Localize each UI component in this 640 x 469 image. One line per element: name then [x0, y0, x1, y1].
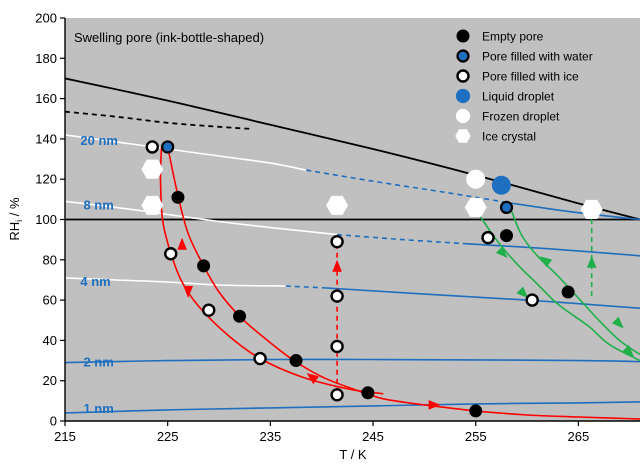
x-tick-label: 245: [362, 429, 384, 444]
y-axis-label-main: RH: [7, 222, 22, 241]
legend-label: Ice crystal: [482, 130, 536, 144]
x-tick-label: 225: [157, 429, 179, 444]
legend-marker-empty: [457, 30, 470, 43]
x-tick-label: 235: [260, 429, 282, 444]
legend-marker-ice: [458, 71, 469, 82]
pore-label: 1 nm: [83, 401, 113, 416]
pore-label: 8 nm: [83, 197, 113, 212]
point-empty-3: [290, 354, 303, 367]
point-ice-9: [527, 295, 538, 306]
legend-marker-water: [458, 51, 469, 62]
point-ice-4: [332, 236, 343, 247]
legend-label: Liquid droplet: [482, 90, 555, 104]
y-tick-label: 20: [43, 373, 57, 388]
pore-label: 4 nm: [80, 274, 110, 289]
point-ice-7: [332, 389, 343, 400]
point-empty-8: [562, 286, 575, 299]
point-ice-5: [332, 291, 343, 302]
point-empty-2: [233, 310, 246, 323]
x-tick-label: 265: [568, 429, 590, 444]
point-water-0: [162, 141, 173, 152]
x-tick-label: 255: [465, 429, 487, 444]
y-tick-label: 140: [35, 131, 57, 146]
y-axis-label-unit: / %: [7, 197, 22, 220]
point-empty-4: [361, 386, 374, 399]
y-tick-label: 40: [43, 333, 57, 348]
chart-title: Swelling pore (ink-bottle-shaped): [74, 30, 264, 45]
y-tick-label: 200: [35, 11, 57, 26]
point-liquid-0: [492, 176, 511, 195]
legend-marker-liquid: [456, 89, 470, 103]
x-tick-label: 215: [54, 429, 76, 444]
point-ice-3: [255, 353, 266, 364]
x-axis-label: T / K: [339, 447, 367, 462]
y-tick-label: 0: [50, 414, 57, 429]
pore-label: 2 nm: [83, 355, 113, 370]
legend-label: Pore filled with water: [482, 50, 593, 64]
legend-marker-frozen: [456, 109, 470, 123]
legend-label: Pore filled with ice: [482, 70, 579, 84]
point-empty-6: [500, 229, 513, 242]
point-empty-1: [197, 259, 210, 272]
point-ice-6: [332, 341, 343, 352]
legend-label: Empty pore: [482, 30, 544, 44]
y-tick-label: 180: [35, 51, 57, 66]
y-tick-label: 100: [35, 212, 57, 227]
point-empty-0: [171, 191, 184, 204]
point-ice-2: [203, 305, 214, 316]
y-axis-label: RHi / %: [7, 197, 24, 241]
y-tick-label: 80: [43, 252, 57, 267]
point-water-1: [501, 202, 512, 213]
y-tick-label: 120: [35, 172, 57, 187]
y-tick-label: 160: [35, 91, 57, 106]
point-empty-5: [469, 404, 482, 417]
legend-label: Frozen droplet: [482, 110, 560, 124]
point-ice-8: [483, 232, 494, 243]
y-tick-label: 60: [43, 293, 57, 308]
pore-label: 20 nm: [80, 133, 118, 148]
point-ice-1: [165, 248, 176, 259]
point-ice-0: [147, 141, 158, 152]
point-frozen-0: [466, 170, 485, 189]
